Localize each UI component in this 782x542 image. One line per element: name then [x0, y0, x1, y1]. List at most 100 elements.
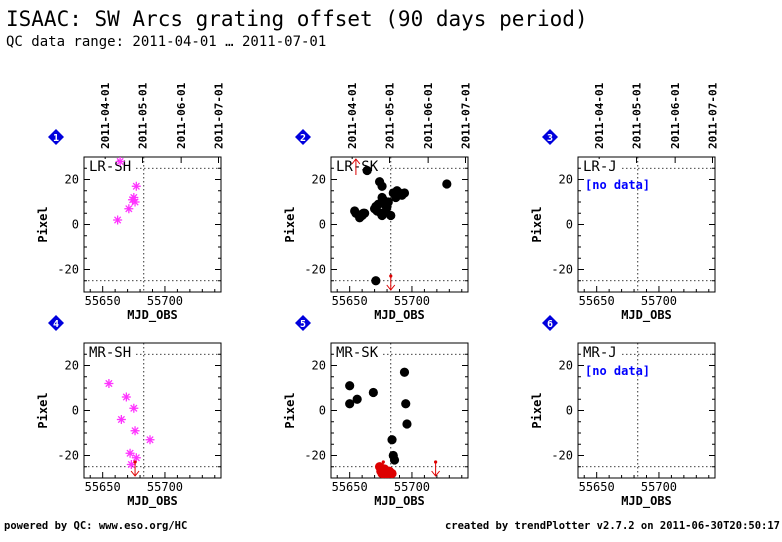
y-tick-label: -20: [551, 263, 573, 277]
no-data-label: [no data]: [585, 364, 650, 378]
date-tick-label: 2011-05-01: [631, 82, 644, 149]
y-tick-label: 0: [72, 404, 79, 418]
out-of-range-arrow-down: [378, 460, 388, 477]
data-point: [389, 455, 400, 465]
x-tick-label: 55650: [85, 480, 121, 494]
date-tick-label: 2011-05-01: [384, 82, 397, 149]
data-point: [352, 394, 362, 404]
panel-number-label: 5: [300, 319, 306, 330]
data-point: [126, 460, 136, 469]
date-tick-label: 2011-07-01: [707, 82, 720, 149]
panel-number-badge: [542, 129, 558, 145]
y-tick-label: 0: [566, 404, 573, 418]
y-tick-label: 0: [319, 218, 326, 232]
x-tick-label: 55700: [147, 294, 183, 308]
panel-label-background: [581, 345, 621, 360]
page-title: ISAAC: SW Arcs grating offset (90 days p…: [6, 7, 588, 31]
y-axis-title: Pixel: [530, 392, 544, 428]
data-point: [377, 181, 387, 191]
y-tick-label: 20: [65, 173, 79, 187]
y-tick-label: -20: [57, 263, 79, 277]
data-point: [401, 399, 411, 409]
data-point-stroke: [130, 193, 138, 202]
data-point: [371, 276, 381, 286]
data-point: [442, 179, 452, 189]
panel-label-background: [87, 345, 136, 360]
x-tick-label: 55700: [147, 480, 183, 494]
plot-frame: [83, 156, 222, 293]
data-point-stroke: [105, 379, 113, 388]
panel-label: MR-SH: [89, 345, 131, 361]
data-point-stroke: [130, 404, 138, 412]
data-point: [145, 435, 155, 445]
panel-label: LR-SH: [89, 159, 131, 175]
panel-number-badge: [542, 315, 558, 331]
data-point: [386, 210, 396, 221]
footer-powered-by: powered by QC: www.eso.org/HC: [4, 520, 188, 532]
data-point-stroke: [132, 182, 140, 190]
date-tick-label: 2011-05-01: [137, 82, 150, 149]
x-tick-label: 55700: [394, 480, 430, 494]
plot-frame: [83, 342, 222, 479]
y-axis-title: Pixel: [283, 206, 297, 242]
panel-number-badge: [295, 129, 311, 145]
out-of-range-arrow-up: [351, 158, 361, 175]
y-tick-label: -20: [304, 263, 326, 277]
arrow-head: [431, 470, 441, 477]
panel-number-badge: [295, 315, 311, 331]
date-tick-label: 2011-04-01: [99, 82, 112, 149]
data-point-stroke: [126, 449, 134, 457]
x-tick-label: 55650: [85, 294, 121, 308]
x-axis-title: MJD_OBS: [621, 494, 672, 509]
data-point-stroke: [132, 454, 140, 462]
date-tick-label: 2011-07-01: [460, 82, 473, 149]
no-data-label: [no data]: [585, 178, 650, 192]
plot-frame: [330, 156, 469, 293]
panel-number-label: 4: [53, 319, 59, 330]
out-of-range-arrow-down: [130, 460, 140, 477]
arrow-head: [351, 158, 361, 165]
data-point: [362, 165, 372, 176]
date-tick-label: 2011-06-01: [422, 82, 435, 149]
data-point-stroke: [114, 216, 122, 224]
data-point: [383, 197, 393, 207]
y-tick-label: 20: [559, 173, 573, 187]
panel-number-label: 2: [300, 133, 306, 144]
arrow-head: [130, 470, 140, 477]
panel-number-badge: [48, 129, 64, 145]
data-point-stroke: [116, 157, 124, 166]
x-tick-label: 55650: [579, 480, 615, 494]
panel-number-badge: [48, 315, 64, 331]
y-axis-title: Pixel: [36, 392, 50, 428]
data-point: [116, 415, 126, 424]
data-point: [113, 215, 123, 225]
data-point: [402, 419, 412, 429]
data-point: [124, 204, 134, 214]
out-of-range-arrow-down: [386, 274, 396, 291]
x-axis-title: MJD_OBS: [374, 308, 425, 323]
data-point: [131, 453, 141, 463]
date-tick-label: 2011-06-01: [175, 82, 188, 149]
data-point: [125, 448, 135, 458]
data-point: [345, 399, 355, 409]
y-axis-title: Pixel: [283, 392, 297, 428]
x-tick-label: 55650: [332, 480, 368, 494]
x-axis-title: MJD_OBS: [127, 494, 178, 509]
y-tick-label: 0: [566, 218, 573, 232]
x-axis-title: MJD_OBS: [127, 308, 178, 323]
page-subtitle: QC data range: 2011-04-01 … 2011-07-01: [6, 34, 327, 50]
y-tick-label: -20: [304, 449, 326, 463]
panel-label: MR-SK: [336, 345, 379, 361]
data-point: [387, 468, 397, 479]
x-axis-title: MJD_OBS: [374, 494, 425, 509]
date-tick-label: 2011-04-01: [593, 82, 606, 149]
data-point: [130, 426, 140, 436]
data-point: [129, 403, 139, 413]
